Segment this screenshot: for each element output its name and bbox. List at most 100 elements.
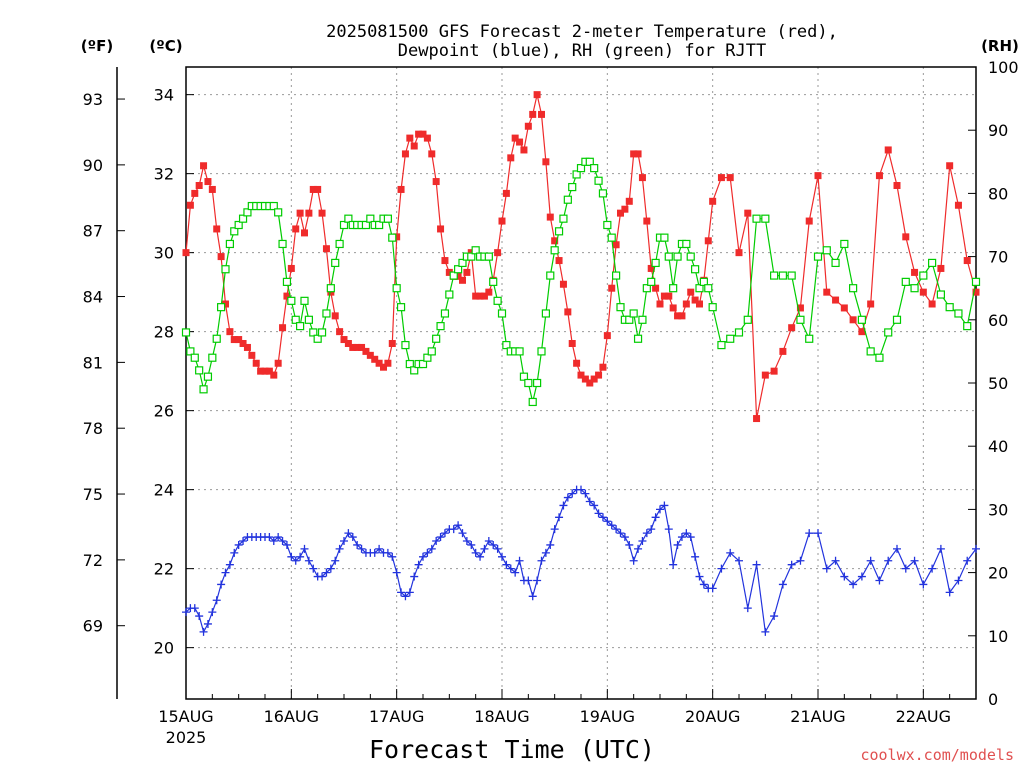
dewpoint-point (686, 533, 695, 542)
temperature-point (274, 359, 282, 367)
rh-point (440, 309, 450, 318)
temperature-point (849, 316, 857, 324)
dewpoint-point (489, 540, 498, 549)
temperature-point (599, 363, 607, 371)
rh-point (590, 164, 599, 173)
rh-tick-label: 100 (988, 58, 1019, 77)
dewpoint-point (239, 537, 248, 545)
rh-point (576, 164, 586, 173)
celsius-tick-label: 32 (154, 165, 174, 184)
temperature-point (336, 328, 344, 336)
dewpoint-point (787, 560, 796, 569)
dewpoint-point (642, 529, 651, 538)
temperature-point (608, 284, 616, 292)
rh-point (910, 284, 919, 293)
temperature-point (893, 182, 901, 189)
rh-point (892, 315, 902, 324)
dewpoint-point (537, 556, 546, 565)
rh-point (563, 195, 572, 204)
rh-axis: 0 10 20 30 40 50 60 70 80 90 100 (968, 58, 1019, 709)
fahrenheit-tick-label: 69 (83, 617, 103, 636)
rh-point (778, 271, 787, 280)
rh-point (493, 296, 502, 305)
temperature-point (581, 375, 589, 383)
rh-point (309, 328, 318, 337)
dewpoint-point (590, 501, 599, 510)
time-axis: 15AUG 16AUG 17AUG 18AUG 19AUG 20AUG 21AUG 22AUG (158, 689, 977, 726)
rh-point (331, 258, 340, 268)
rh-point (335, 239, 344, 249)
temperature-point (445, 268, 453, 276)
dewpoint-point (480, 544, 489, 553)
dewpoint-point (454, 521, 463, 530)
rh-point (849, 284, 858, 293)
temperature-point (744, 209, 752, 217)
rh-point (366, 214, 375, 223)
dewpoint-point (625, 540, 634, 549)
rh-point (519, 372, 529, 381)
temperature-point (805, 217, 813, 225)
temperature-point (919, 288, 927, 296)
dewpoint-point (401, 592, 410, 601)
dewpoint-point (344, 529, 353, 538)
temperature-point (555, 257, 563, 265)
rh-point (559, 214, 568, 223)
temperature-point (331, 312, 339, 320)
dewpoint-point (660, 501, 669, 510)
temperature-point (340, 336, 348, 344)
temperature-point (296, 209, 304, 217)
rh-point (405, 359, 414, 369)
temperature-point (283, 292, 291, 300)
celsius-tick-label: 28 (154, 323, 174, 342)
rh-point (686, 252, 695, 261)
dewpoint-point (300, 544, 309, 553)
rh-point (225, 239, 234, 249)
rh-point (936, 290, 945, 299)
dewpoint-point (695, 572, 704, 581)
rh-point (699, 277, 708, 286)
temperature-point (595, 371, 603, 379)
temperature-point (788, 324, 796, 332)
time-tick-label: 19AUG (580, 707, 635, 726)
rh-point (322, 309, 331, 318)
rh-point (300, 296, 309, 305)
dewpoint-point (199, 627, 208, 636)
rh-point (554, 227, 564, 236)
rh-point (866, 347, 875, 356)
rh-tick-label: 40 (988, 437, 1008, 456)
rh-point (287, 296, 296, 305)
rh-point (831, 258, 840, 268)
temperature-point (823, 288, 831, 296)
temperature-point (590, 375, 598, 383)
temperature-point (459, 276, 466, 284)
rh-point (734, 328, 744, 337)
rh-point (642, 284, 651, 293)
rh-point (186, 347, 195, 356)
dewpoint-point (594, 509, 603, 518)
dewpoint-point (383, 548, 392, 557)
dewpoint-point (598, 513, 607, 522)
rh-point (418, 359, 428, 369)
fahrenheit-tick-label: 84 (83, 288, 103, 307)
dewpoint-point (331, 556, 340, 565)
rh-point (612, 271, 621, 280)
rh-point (344, 214, 353, 223)
rh-point (840, 239, 849, 249)
rh-tick-label: 90 (988, 121, 1008, 140)
temperature-point (507, 154, 515, 162)
temperature-point (226, 328, 234, 336)
dewpoint-point (291, 556, 300, 565)
dewpoint-line (185, 489, 977, 634)
dewpoint-point (743, 604, 752, 613)
rh-point (497, 309, 507, 318)
rh-point (410, 366, 419, 375)
dewpoint-point (647, 525, 656, 534)
temperature-point (638, 174, 646, 182)
rh-point (190, 353, 199, 362)
rh-point (313, 334, 322, 343)
rh-point (971, 277, 981, 286)
rh-point (572, 170, 581, 179)
dewpoint-point (397, 588, 406, 597)
temperature-point (630, 150, 638, 158)
